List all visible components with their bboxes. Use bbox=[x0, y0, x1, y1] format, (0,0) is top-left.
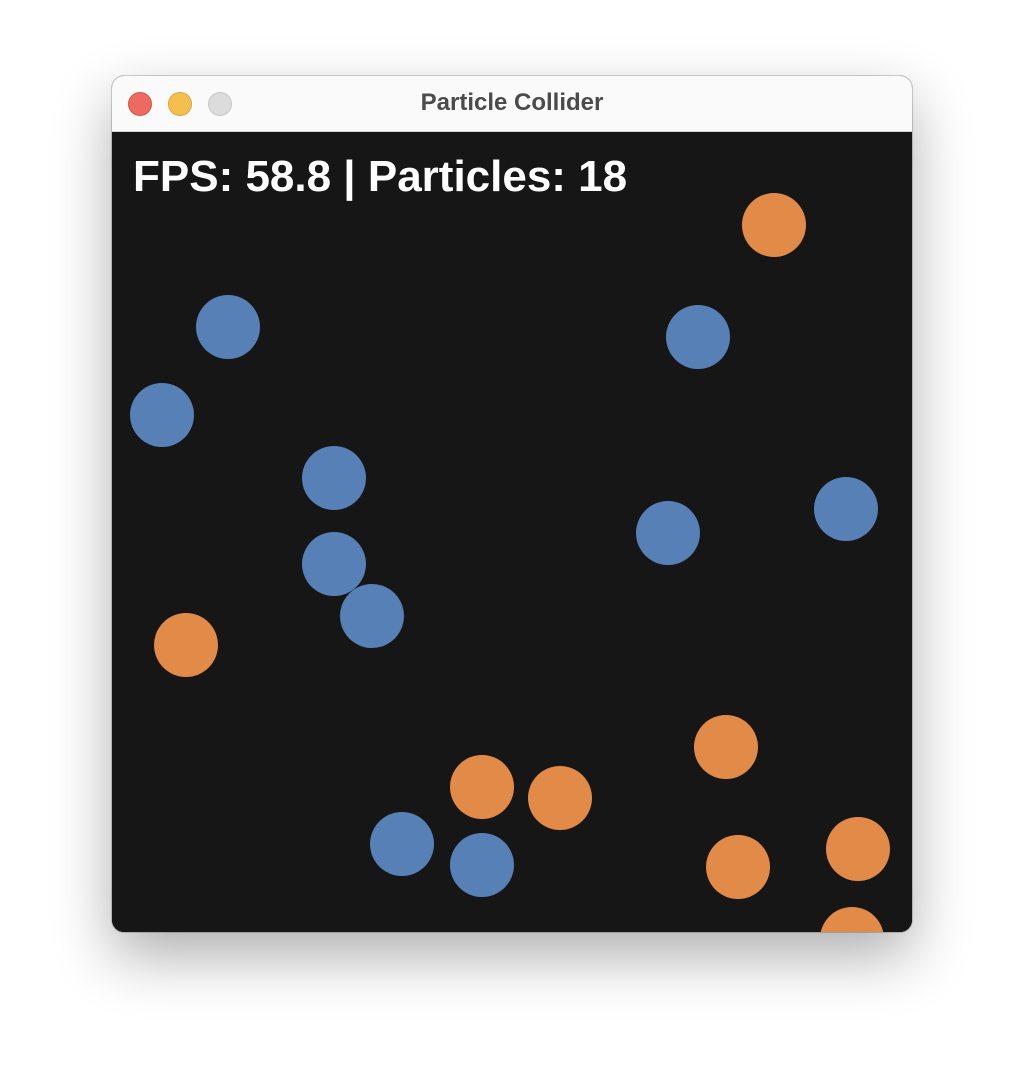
close-button[interactable] bbox=[128, 92, 152, 116]
particle-blue-5 bbox=[340, 584, 404, 648]
minimize-button[interactable] bbox=[168, 92, 192, 116]
zoom-button[interactable] bbox=[208, 92, 232, 116]
particle-blue-1 bbox=[196, 295, 260, 359]
particle-blue-6 bbox=[666, 305, 730, 369]
particle-orange-15 bbox=[528, 766, 592, 830]
particle-blue-4 bbox=[302, 532, 366, 596]
particle-orange-18 bbox=[820, 907, 884, 932]
particle-orange-17 bbox=[826, 817, 890, 881]
particle-orange-16 bbox=[706, 835, 770, 899]
fps-particle-readout: FPS: 58.8 | Particles: 18 bbox=[133, 152, 628, 201]
particle-blue-9 bbox=[370, 812, 434, 876]
app-window: Particle Collider FPS: 58.8 | Particles:… bbox=[112, 76, 912, 932]
title-bar[interactable]: Particle Collider bbox=[112, 76, 912, 132]
particle-blue-7 bbox=[636, 501, 700, 565]
particle-orange-11 bbox=[742, 193, 806, 257]
particle-blue-10 bbox=[450, 833, 514, 897]
particle-orange-13 bbox=[694, 715, 758, 779]
particle-blue-8 bbox=[814, 477, 878, 541]
window-title: Particle Collider bbox=[420, 89, 604, 116]
particles-layer bbox=[130, 193, 890, 932]
particle-blue-2 bbox=[130, 383, 194, 447]
simulation-canvas[interactable]: FPS: 58.8 | Particles: 18 bbox=[112, 132, 912, 932]
particle-blue-3 bbox=[302, 446, 366, 510]
particle-orange-14 bbox=[450, 755, 514, 819]
particle-orange-12 bbox=[154, 613, 218, 677]
